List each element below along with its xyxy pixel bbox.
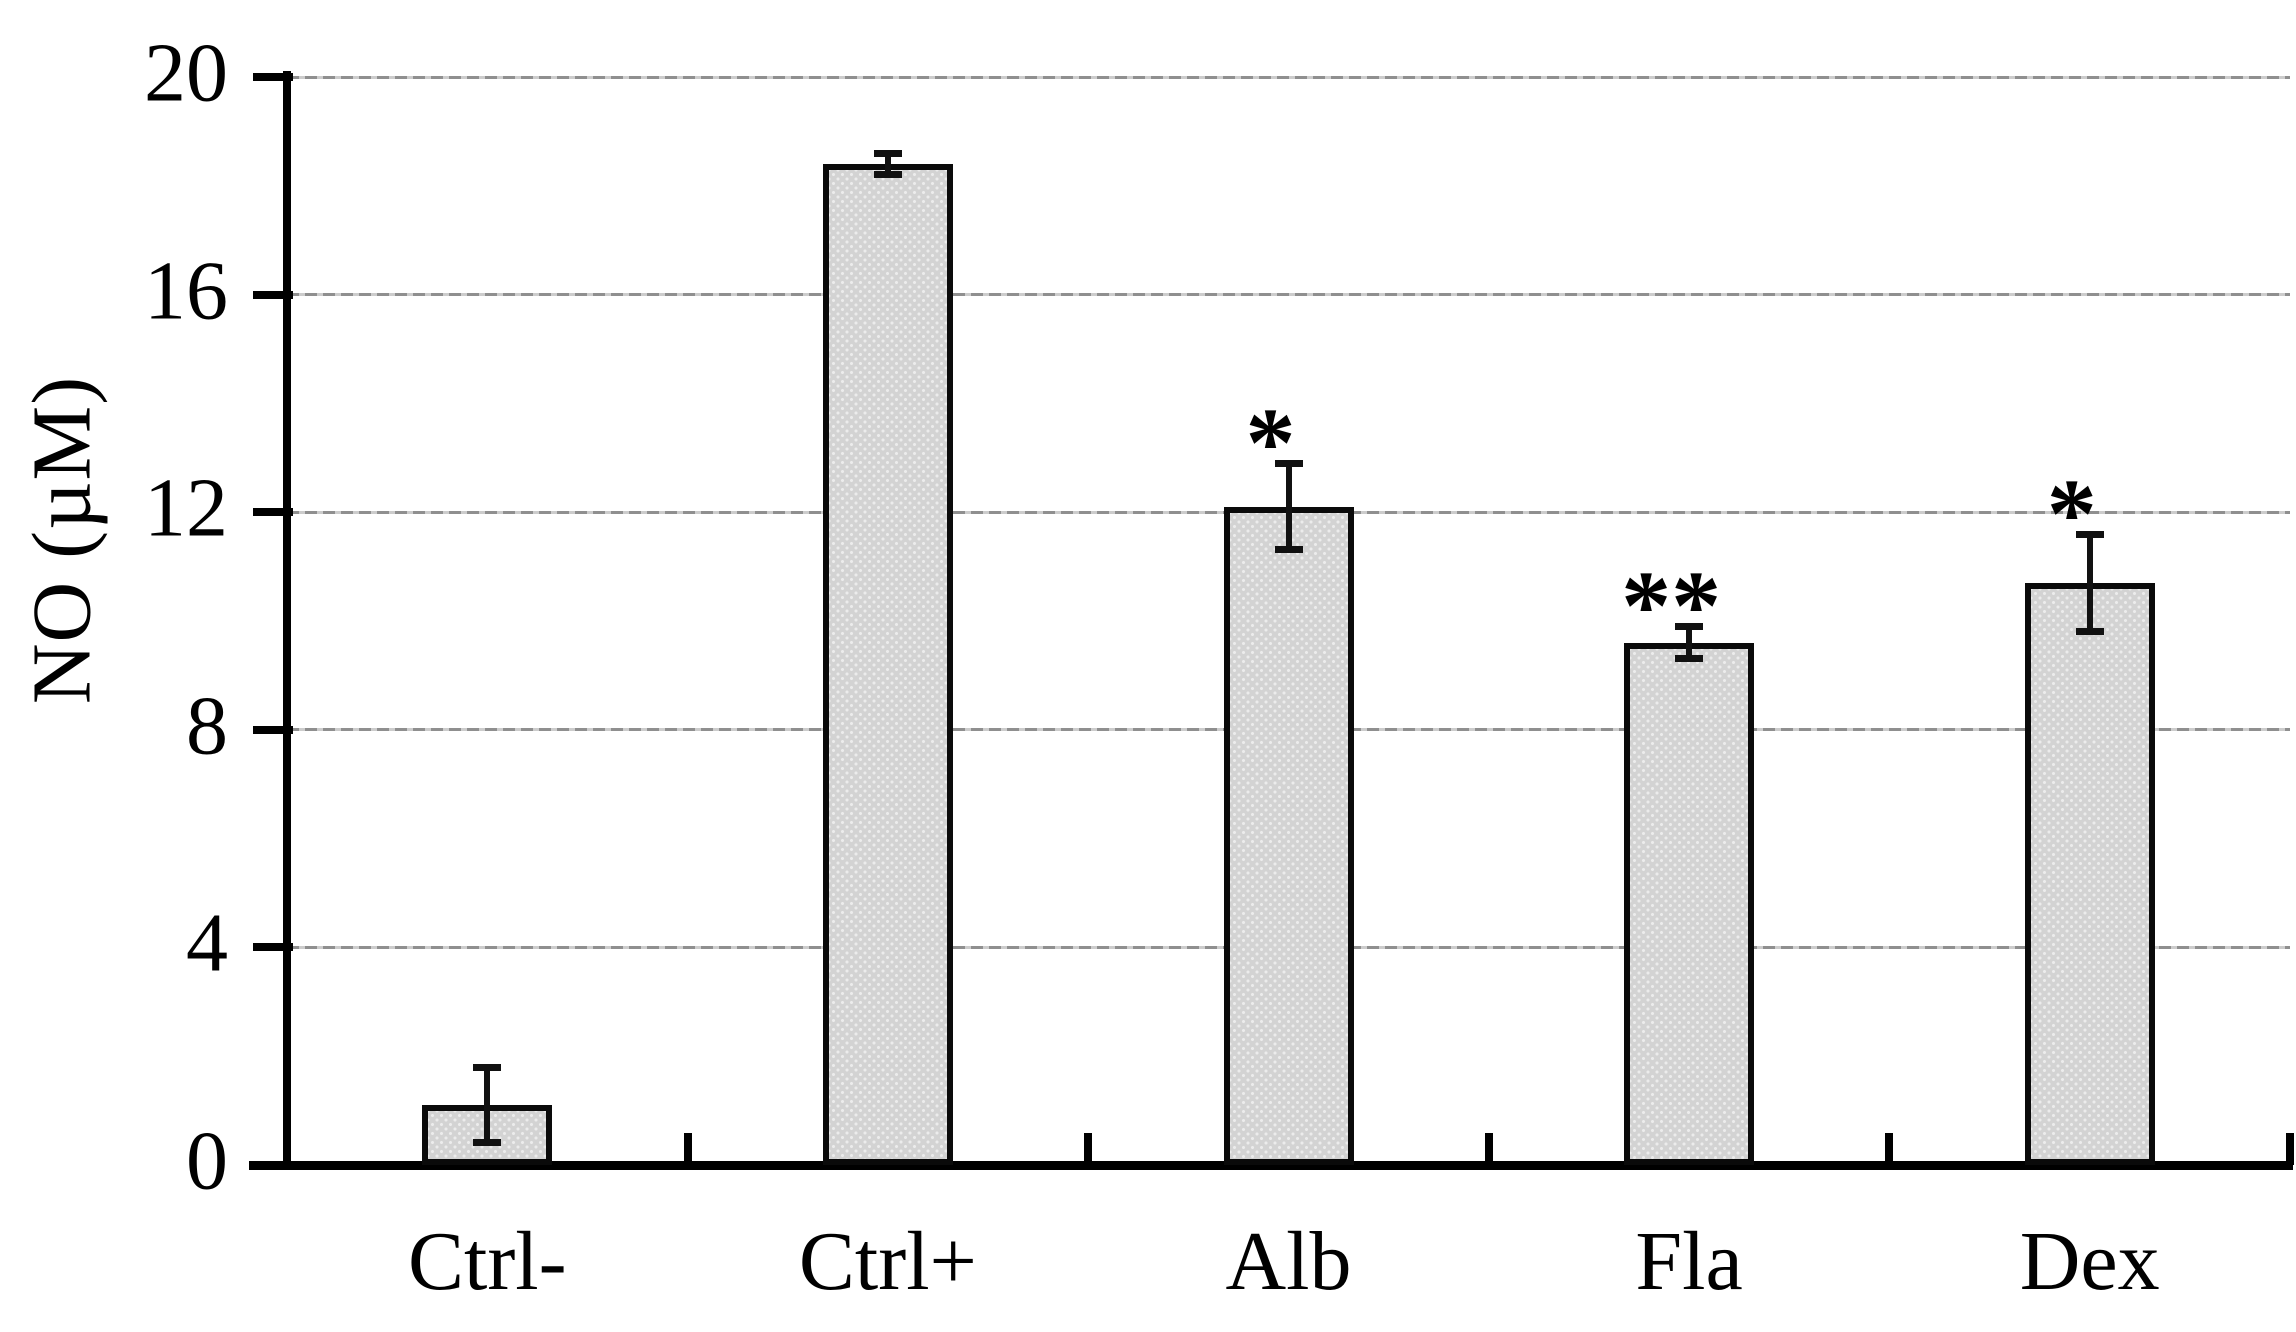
x-axis-category-tick: [683, 1133, 692, 1165]
y-tick-label: 0: [186, 1114, 228, 1208]
y-tick-label: 4: [186, 897, 228, 991]
x-axis-category-tick: [1084, 1133, 1093, 1165]
error-bar: [1686, 626, 1693, 659]
error-bar: [2086, 534, 2093, 632]
x-tick-label: Ctrl+: [798, 1215, 977, 1308]
y-tick-label: 20: [144, 26, 228, 120]
y-axis-tick: [253, 508, 293, 517]
error-bar-cap-top: [1274, 460, 1303, 468]
y-axis-tick: [253, 943, 293, 952]
x-axis-category-tick: [1885, 1133, 1894, 1165]
error-bar-cap-bottom: [873, 170, 902, 178]
x-tick-label: Dex: [2019, 1215, 2160, 1308]
significance-marker: *: [2046, 458, 2097, 569]
gridline: [287, 75, 2290, 79]
error-bar-cap-top: [873, 150, 902, 158]
bar: [1223, 506, 1354, 1165]
x-axis-category-tick: [1484, 1133, 1493, 1165]
error-bar: [1285, 463, 1292, 551]
error-bar: [884, 153, 891, 175]
x-tick-label: Fla: [1635, 1215, 1743, 1308]
y-tick-label: 8: [186, 679, 228, 773]
error-bar: [484, 1067, 491, 1144]
y-axis-tick: [253, 725, 293, 734]
significance-marker: *: [1245, 387, 1296, 499]
y-tick-label: 12: [144, 461, 228, 555]
x-tick-label: Alb: [1225, 1215, 1352, 1308]
error-bar-cap-top: [2075, 531, 2104, 538]
bar: [822, 164, 953, 1165]
y-tick-label: 16: [144, 244, 228, 338]
error-bar-cap-bottom: [1274, 546, 1303, 554]
error-bar-cap-top: [473, 1064, 502, 1072]
x-tick-label: Ctrl-: [407, 1215, 567, 1308]
x-axis-line: [249, 1161, 2293, 1170]
y-axis-tick: [253, 290, 293, 299]
gridline: [287, 293, 2290, 297]
significance-marker: **: [1621, 550, 1722, 662]
bar: [1624, 642, 1755, 1165]
x-axis-category-tick: [2286, 1133, 2294, 1165]
error-bar-cap-bottom: [473, 1139, 502, 1147]
error-bar-cap-bottom: [2075, 627, 2104, 635]
error-bar-cap-bottom: [1675, 655, 1704, 663]
bar: [2024, 582, 2155, 1165]
y-axis-tick: [253, 73, 293, 81]
y-axis-line: [283, 71, 291, 1169]
error-bar-cap-top: [1675, 623, 1704, 631]
